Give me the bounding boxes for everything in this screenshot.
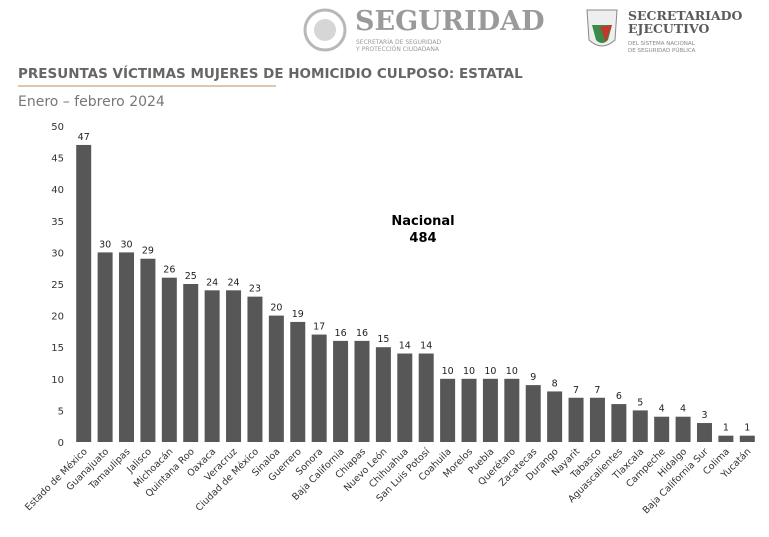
y-tick-label: 30 [51, 248, 64, 259]
bar [568, 397, 584, 442]
chart-subtitle: Enero – febrero 2024 [18, 94, 165, 110]
logo-sub: Y PROTECCIÓN CIUDADANA [355, 46, 440, 53]
bar [461, 378, 477, 442]
value-label: 7 [573, 385, 579, 396]
bar [375, 347, 391, 442]
value-label: 14 [420, 341, 432, 352]
value-label: 5 [637, 397, 643, 408]
logo-sub: DEL SISTEMA NACIONAL [628, 41, 696, 47]
bar [482, 378, 498, 442]
bar [140, 258, 156, 442]
bar [76, 144, 92, 442]
logo-sub: SECRETARÍA DE SEGURIDAD [356, 39, 442, 46]
y-tick-label: 20 [51, 312, 64, 323]
bar [504, 378, 520, 442]
bar [97, 252, 113, 442]
emblem [303, 8, 347, 52]
value-label: 3 [701, 410, 707, 421]
value-label: 10 [442, 366, 454, 377]
bar [226, 290, 242, 442]
value-label: 1 [744, 423, 750, 434]
chart-title: PRESUNTAS VÍCTIMAS MUJERES DE HOMICIDIO … [18, 65, 523, 82]
bar [696, 423, 712, 442]
value-label: 26 [163, 265, 175, 276]
logo-title: SEGURIDAD [355, 6, 545, 37]
y-tick-label: 40 [51, 185, 64, 196]
value-label: 20 [270, 303, 282, 314]
value-label: 9 [530, 372, 536, 383]
logo-title: SECRETARIADO [628, 8, 743, 23]
logo-title: EJECUTIVO [628, 21, 709, 36]
bar [739, 435, 755, 442]
y-tick-label: 50 [51, 122, 64, 133]
value-label: 16 [356, 328, 368, 339]
bar [204, 290, 220, 442]
value-label: 6 [616, 391, 622, 402]
bar [547, 391, 563, 442]
value-label: 8 [552, 378, 558, 389]
annotation-value: 484 [409, 231, 436, 246]
bar [333, 340, 349, 442]
value-label: 24 [206, 277, 218, 288]
y-tick-label: 25 [51, 280, 64, 291]
shield-mark [600, 25, 612, 42]
bar [161, 277, 177, 442]
emblem-core [314, 19, 336, 41]
logo-sub: DE SEGURIDAD PÚBLICA [628, 47, 696, 54]
value-label: 10 [463, 366, 475, 377]
bar [119, 252, 135, 442]
value-label: 10 [506, 366, 518, 377]
bar [397, 353, 413, 442]
bar [183, 284, 199, 442]
value-label: 19 [292, 309, 304, 320]
value-label: 10 [484, 366, 496, 377]
y-tick-label: 5 [58, 406, 64, 417]
value-label: 25 [185, 271, 197, 282]
bar [247, 296, 263, 442]
bar [675, 416, 691, 442]
value-label: 23 [249, 284, 261, 295]
value-label: 7 [594, 385, 600, 396]
bar [718, 435, 734, 442]
bar [632, 410, 648, 442]
value-label: 4 [680, 404, 686, 415]
value-label: 29 [142, 246, 154, 257]
value-label: 47 [78, 132, 90, 143]
bar [418, 353, 434, 442]
bar [589, 397, 605, 442]
value-label: 15 [377, 334, 389, 345]
annotation-label: Nacional [391, 214, 454, 229]
value-label: 16 [335, 328, 347, 339]
bar [311, 334, 327, 442]
value-label: 24 [228, 277, 240, 288]
bar [354, 340, 370, 442]
bar [268, 315, 284, 442]
bar [290, 321, 306, 442]
value-label: 30 [120, 239, 132, 250]
y-tick-label: 15 [51, 343, 64, 354]
bar [654, 416, 670, 442]
y-tick-label: 10 [51, 375, 64, 386]
value-label: 17 [313, 322, 325, 333]
bar [611, 404, 627, 442]
value-label: 14 [399, 341, 411, 352]
value-label: 1 [723, 423, 729, 434]
bar [440, 378, 456, 442]
value-label: 30 [99, 239, 111, 250]
y-tick-label: 0 [58, 438, 64, 449]
value-label: 4 [659, 404, 665, 415]
y-tick-label: 35 [51, 217, 64, 228]
y-tick-label: 45 [51, 154, 64, 165]
bar [525, 385, 541, 442]
